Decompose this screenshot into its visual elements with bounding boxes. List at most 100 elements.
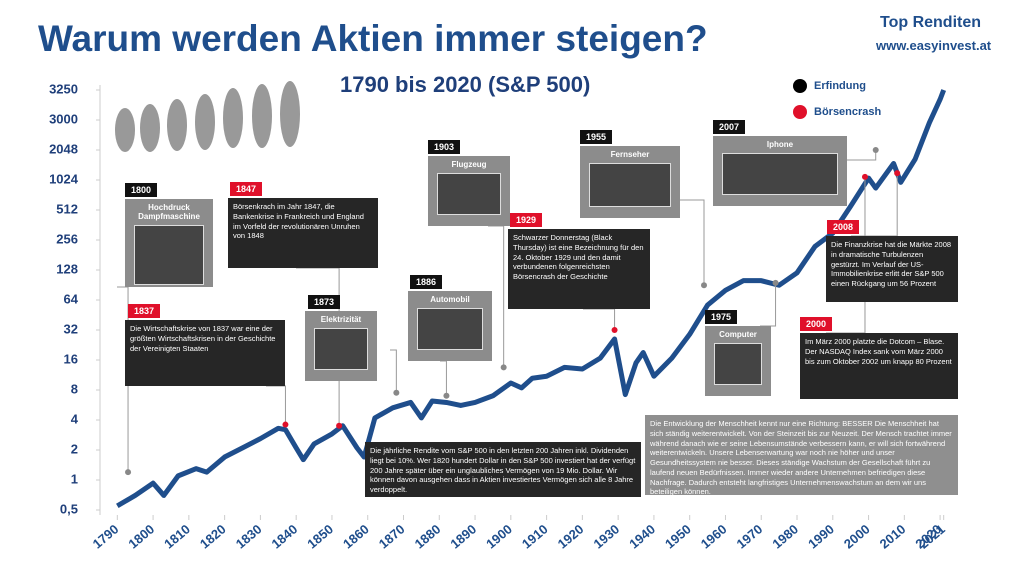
x-tick-label: 1920 (555, 521, 587, 551)
y-tick-label: 0,5 (60, 501, 78, 516)
event-box: Automobil (408, 291, 492, 361)
event-box: Flugzeug (428, 156, 510, 226)
event-image (314, 328, 368, 370)
event-box: Iphone (713, 136, 847, 206)
event-box: Hochdruck Dampfmaschine (125, 199, 213, 287)
x-tick-label: 2000 (841, 521, 873, 551)
event-text: Im März 2000 platzte die Dotcom – Blase.… (800, 333, 958, 399)
x-tick-label: 1970 (734, 521, 766, 551)
x-tick-label: 1950 (662, 521, 694, 551)
event-year: 1975 (705, 310, 738, 324)
y-tick-label: 1024 (49, 171, 79, 186)
x-tick-label: 1930 (590, 521, 622, 551)
y-tick-label: 256 (56, 231, 78, 246)
crash-marker (861, 173, 868, 180)
connector (847, 150, 877, 161)
event-text: Die Finanzkrise hat die Märkte 2008 in d… (826, 236, 958, 302)
connector (390, 349, 397, 393)
legend-label: Erfindung (814, 80, 866, 92)
x-tick-label: 1980 (769, 521, 801, 551)
legend-marker (793, 79, 807, 93)
y-tick-label: 64 (64, 291, 79, 306)
y-tick-label: 16 (64, 351, 78, 366)
subtitle: 1790 bis 2020 (S&P 500) (340, 72, 591, 97)
event-box: Computer (705, 326, 771, 396)
event-title: Iphone (766, 140, 794, 149)
y-tick-label: 128 (56, 261, 78, 276)
event-year: 1873 (308, 295, 341, 309)
event-year: 2000 (800, 317, 833, 331)
event-image (417, 308, 483, 350)
crash-marker (894, 170, 901, 177)
x-tick-label: 1790 (90, 521, 122, 551)
x-tick-label: 1810 (161, 521, 193, 551)
invention-marker (500, 364, 507, 371)
y-tick-label: 2048 (49, 141, 78, 156)
event-year: 1837 (128, 304, 161, 318)
event-image (134, 225, 204, 285)
y-tick-label: 3250 (49, 81, 78, 96)
y-tick-label: 32 (64, 321, 78, 336)
event-year: 1886 (410, 275, 443, 289)
invention-marker (125, 469, 132, 476)
note: Die Entwicklung der Menschheit kennt nur… (645, 415, 958, 496)
event-text: Schwarzer Donnerstag (Black Thursday) is… (508, 229, 650, 309)
evolution-illustration (115, 81, 300, 152)
event-box: Fernseher (580, 146, 680, 218)
x-tick-label: 2021 (916, 521, 948, 551)
x-tick-label: 2010 (877, 521, 909, 551)
x-tick-label: 1830 (233, 521, 265, 551)
connector (488, 225, 505, 368)
event-year: 1847 (230, 182, 263, 196)
event-year: 2007 (713, 120, 746, 134)
invention-marker (701, 282, 708, 289)
event-title: Fernseher (610, 150, 650, 159)
event-title: Automobil (430, 295, 470, 304)
invention-marker (872, 147, 879, 153)
x-tick-label: 1910 (519, 521, 551, 551)
event-title: Computer (719, 330, 757, 339)
invention-marker (443, 392, 450, 399)
title: Warum werden Aktien immer steigen? (38, 18, 708, 59)
x-tick-label: 1900 (483, 521, 515, 551)
y-tick-label: 2 (71, 441, 78, 456)
event-title: Flugzeug (451, 160, 487, 169)
x-tick-label: 1850 (304, 521, 336, 551)
connector (440, 360, 447, 396)
event-image (722, 153, 838, 195)
event-year: 1800 (125, 183, 158, 197)
x-tick-label: 1880 (412, 521, 444, 551)
event-title: Elektrizität (320, 315, 362, 324)
y-tick-label: 3000 (49, 111, 78, 126)
legend-label: Börsencrash (814, 106, 882, 118)
x-tick-label: 1890 (447, 521, 479, 551)
line-series (116, 89, 947, 509)
connector (117, 286, 129, 473)
x-tick-label: 1870 (376, 521, 408, 551)
x-tick-label: 1820 (197, 521, 229, 551)
x-tick-label: 1990 (805, 521, 837, 551)
event-year: 1929 (510, 213, 543, 227)
y-tick-label: 1 (71, 471, 78, 486)
connector (583, 308, 616, 330)
x-tick-label: 1840 (269, 521, 301, 551)
connector (760, 282, 777, 327)
event-text: Die Wirtschaftskrise von 1837 war eine d… (125, 320, 285, 386)
invention-marker (393, 389, 400, 396)
crash-marker (282, 421, 289, 428)
event-image (589, 163, 671, 207)
x-tick-label: 1800 (125, 521, 157, 551)
event-year: 1903 (428, 140, 461, 154)
website: www.easyinvest.at (876, 38, 992, 53)
event-year: 2008 (827, 220, 860, 234)
x-tick-label: 1940 (626, 521, 658, 551)
invention-marker (772, 279, 779, 286)
crash-marker (336, 422, 343, 429)
legend-marker (793, 105, 807, 119)
y-tick-label: 512 (56, 201, 78, 216)
y-tick-label: 4 (71, 411, 79, 426)
event-image (714, 343, 762, 385)
event-year: 1955 (580, 130, 613, 144)
y-tick-label: 8 (71, 381, 78, 396)
event-title: Hochdruck Dampfmaschine (138, 203, 200, 221)
